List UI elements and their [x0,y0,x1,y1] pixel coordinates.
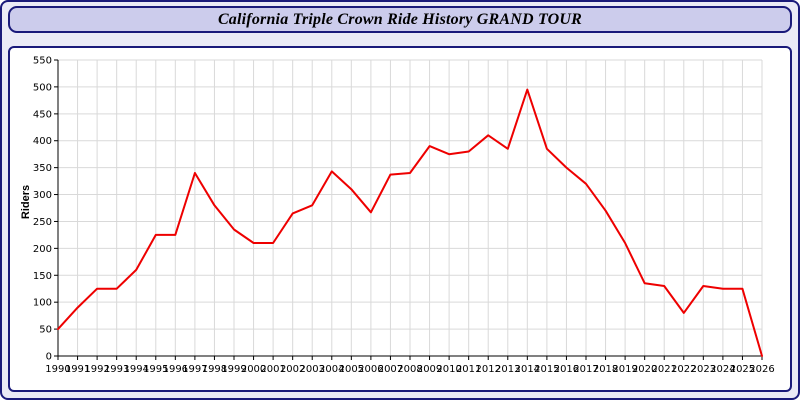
x-axis-tick-label: 2021 [651,364,676,375]
page-title: California Triple Crown Ride History GRA… [217,10,583,28]
x-axis-tick-label: 1993 [104,364,129,375]
x-axis-tick-label: 1998 [202,364,227,375]
y-axis-tick-label: 450 [33,109,52,120]
x-axis-tick-label: 1999 [221,364,246,375]
x-axis-tick-label: 2025 [730,364,755,375]
y-axis-tick-label: 150 [33,271,52,282]
x-axis-tick-label: 2012 [475,364,500,375]
y-axis-tick-label: 500 [33,82,52,93]
x-axis-tick-label: 2017 [573,364,598,375]
x-axis-tick-label: 2024 [710,364,735,375]
x-axis-tick-label: 2006 [358,364,383,375]
x-axis-tick-label: 2014 [515,364,540,375]
x-axis-tick-label: 1991 [65,364,90,375]
x-axis-tick-label: 2015 [534,364,559,375]
x-axis-tick-label: 1992 [84,364,109,375]
x-axis-tick-label: 1997 [182,364,207,375]
x-axis-tick-label: 2020 [632,364,657,375]
x-axis-tick-label: 2022 [671,364,696,375]
x-axis-tick-label: 2001 [260,364,285,375]
x-axis-tick-label: 2009 [417,364,442,375]
x-axis-tick-label: 2008 [397,364,422,375]
x-axis-tick-label: 2018 [593,364,618,375]
chart-container: Riders 0 50 100 150 200 250 300 350 400 450 500 550… [8,46,792,392]
x-axis-tick-label: 1996 [163,364,188,375]
x-axis-tick-label: 1994 [123,364,148,375]
x-axis-tick-label: 2016 [554,364,579,375]
y-axis-tick-label: 350 [33,163,52,174]
riders-series-line [57,88,763,357]
x-axis-tick-label: 2003 [299,364,324,375]
y-axis-tick-label: 250 [33,217,52,228]
y-axis-tick-label: 300 [33,190,52,201]
title-bar: California Triple Crown Ride History GRA… [8,6,792,33]
x-axis-tick-label: 1990 [45,364,70,375]
x-axis-tick-label: 1995 [143,364,168,375]
x-axis-tick-label: 2011 [456,364,481,375]
y-axis-tick-label: 0 [46,352,52,363]
y-axis-tick-label: 50 [39,325,52,336]
y-axis-tick-label: 400 [33,136,52,147]
y-axis-tick-label: 100 [33,298,52,309]
x-axis-tick-label: 2004 [319,364,344,375]
x-axis-tick-label: 2013 [495,364,520,375]
x-axis-tick-label: 2019 [612,364,637,375]
y-axis-tick-label: 550 [33,56,52,67]
ride-history-line-chart: 0501001502002503003504004505005501990199… [33,56,775,376]
x-axis-tick-label: 2007 [378,364,403,375]
y-axis-tick-label: 200 [33,244,52,255]
x-axis-tick-label: 2000 [241,364,266,375]
y-axis-label: Riders [20,184,32,220]
x-axis-tick-label: 2010 [436,364,461,375]
x-axis-tick-label: 2002 [280,364,305,375]
x-axis-tick-label: 2023 [691,364,716,375]
x-axis-tick-label: 2005 [339,364,364,375]
x-axis-tick-label: 2026 [749,364,774,375]
